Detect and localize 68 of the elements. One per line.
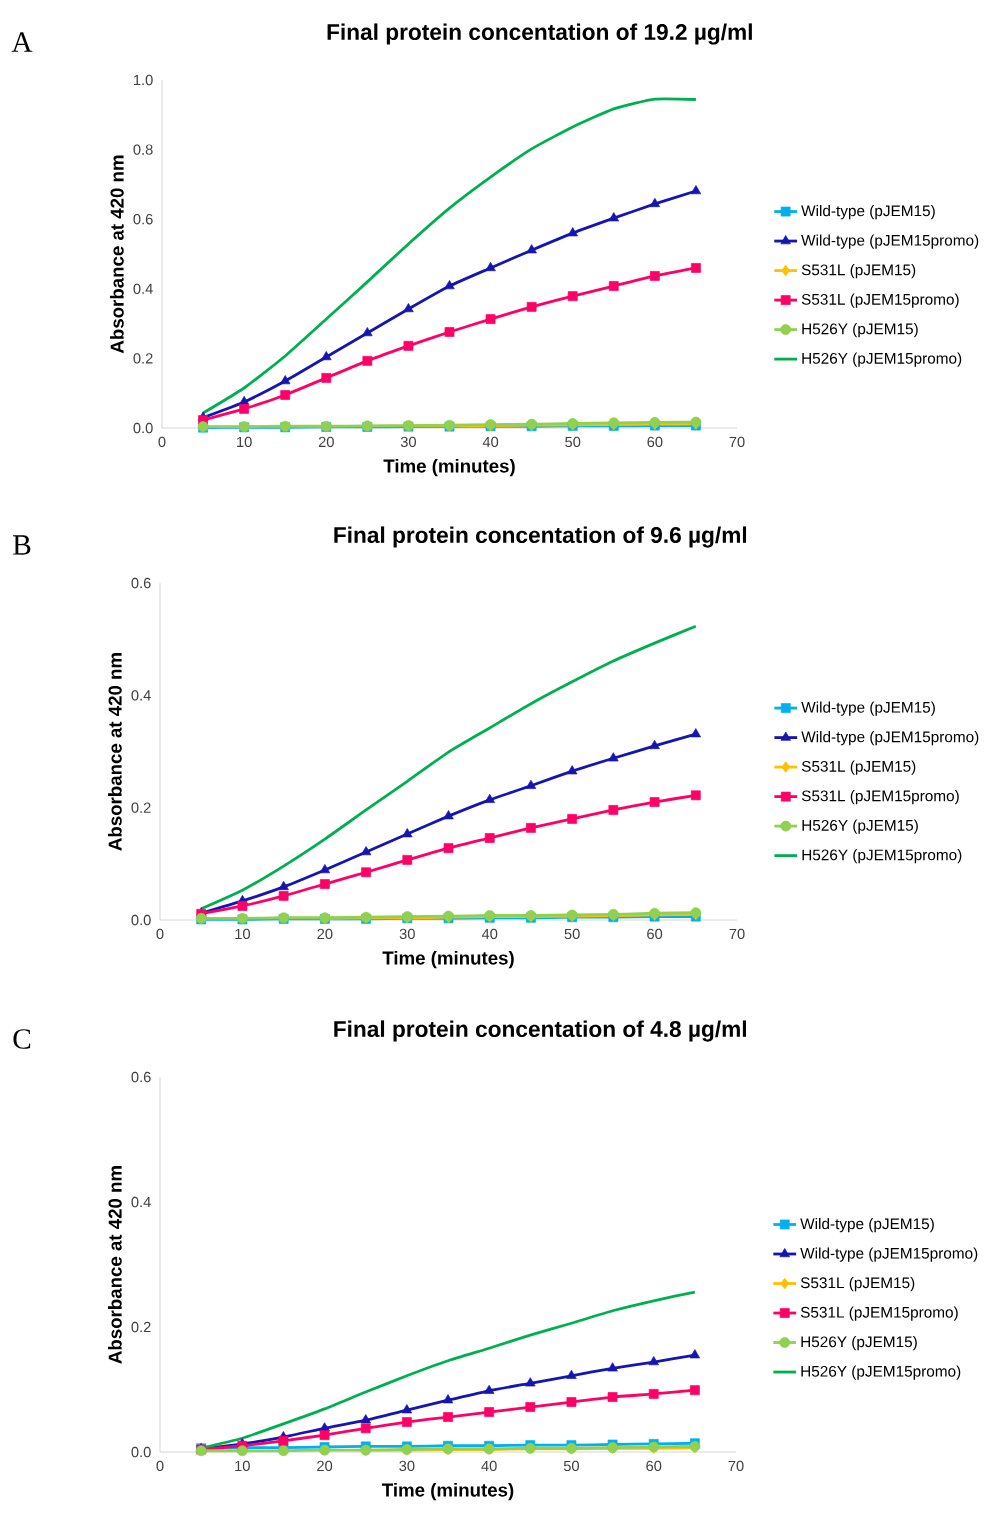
y-tick-label: 0.2 [133, 353, 153, 364]
chart-title: Final protein concentation of 19.2 µg/ml [327, 23, 752, 45]
text: A [11, 32, 33, 52]
x-tick-label: 50 [563, 1460, 579, 1472]
x-tick-label: 60 [647, 436, 663, 448]
legend-label: S531L (pJEM15) [801, 760, 916, 775]
legend-label: S531L (pJEM15) [801, 264, 916, 279]
chart-title: Final protein concentation of 9.6 µg/ml [334, 526, 747, 548]
y-tick-label: 0.0 [131, 914, 151, 926]
y-tick-label: 0.6 [131, 1071, 151, 1083]
legend-label: S531L (pJEM15promo) [800, 1306, 958, 1321]
x-axis-title: Time (minutes) [382, 950, 514, 969]
legend-label: Wild-type (pJEM15promo) [801, 234, 979, 249]
x-tick-label: 60 [646, 1460, 662, 1472]
x-tick-label: 70 [729, 436, 745, 448]
legend-label: H526Y (pJEM15) [802, 323, 918, 338]
legend-label: H526Y (pJEM15promo) [801, 1365, 961, 1380]
x-axis-title: Time (minutes) [383, 458, 515, 477]
y-tick-label: 0.2 [131, 802, 151, 813]
legend-label: Wild-type (pJEM15) [801, 701, 935, 716]
y-axis-title: Absorbance at 420 nm [108, 1166, 122, 1364]
legend-label: Wild-type (pJEM15) [801, 205, 935, 220]
x-tick-label: 20 [317, 928, 333, 940]
legend-label: H526Y (pJEM15) [801, 1335, 917, 1351]
x-tick-label: 30 [399, 1460, 415, 1472]
legend-label: Wild-type (pJEM15) [800, 1217, 934, 1233]
x-tick-label: 50 [565, 436, 581, 448]
text: C [13, 1029, 31, 1049]
x-tick-label: 20 [317, 1460, 333, 1472]
y-tick-label: 0.6 [131, 577, 151, 589]
x-tick-label: 40 [482, 436, 499, 448]
x-tick-label: 0 [158, 436, 166, 448]
y-axis-title: Absorbance at 420 nm [110, 155, 124, 354]
legend-label: S531L (pJEM15promo) [801, 790, 959, 805]
x-axis-title: Time (minutes) [382, 1482, 514, 1501]
x-tick-label: 70 [728, 1460, 744, 1472]
text: B [13, 535, 31, 555]
x-tick-label: 40 [481, 928, 498, 940]
legend-label: Wild-type (pJEM15promo) [800, 1247, 978, 1262]
chart-title: Final protein concentation of 4.8 µg/ml [334, 1020, 746, 1042]
x-tick-label: 70 [729, 928, 745, 940]
legend-label: S531L (pJEM15promo) [801, 293, 959, 308]
legend-label: H526Y (pJEM15) [802, 819, 918, 834]
y-tick-label: 0.6 [133, 214, 153, 225]
x-tick-label: 10 [237, 436, 252, 448]
x-tick-label: 0 [156, 928, 164, 940]
y-tick-label: 0.2 [131, 1321, 151, 1333]
y-tick-label: 0.8 [133, 144, 153, 155]
legend-label: H526Y (pJEM15promo) [802, 352, 962, 367]
legend-label: H526Y (pJEM15promo) [802, 849, 962, 864]
y-tick-label: 0.4 [131, 690, 151, 701]
x-tick-label: 30 [399, 928, 415, 940]
y-tick-label: 0.0 [133, 422, 153, 434]
x-tick-label: 60 [647, 928, 663, 940]
x-tick-label: 20 [318, 436, 334, 448]
x-tick-label: 50 [564, 928, 580, 940]
x-tick-label: 10 [235, 928, 250, 940]
legend-label: Wild-type (pJEM15promo) [801, 731, 979, 746]
y-tick-label: 0.4 [131, 1196, 151, 1208]
x-tick-label: 30 [400, 436, 416, 448]
x-tick-label: 40 [481, 1460, 497, 1472]
x-tick-label: 0 [156, 1460, 164, 1472]
legend-label: S531L (pJEM15) [800, 1276, 915, 1292]
y-tick-label: 0.0 [131, 1446, 151, 1458]
y-tick-label: 0.4 [133, 283, 153, 294]
x-tick-label: 10 [235, 1460, 250, 1472]
y-tick-label: 1.0 [134, 74, 153, 86]
y-axis-title: Absorbance at 420 nm [108, 653, 122, 851]
